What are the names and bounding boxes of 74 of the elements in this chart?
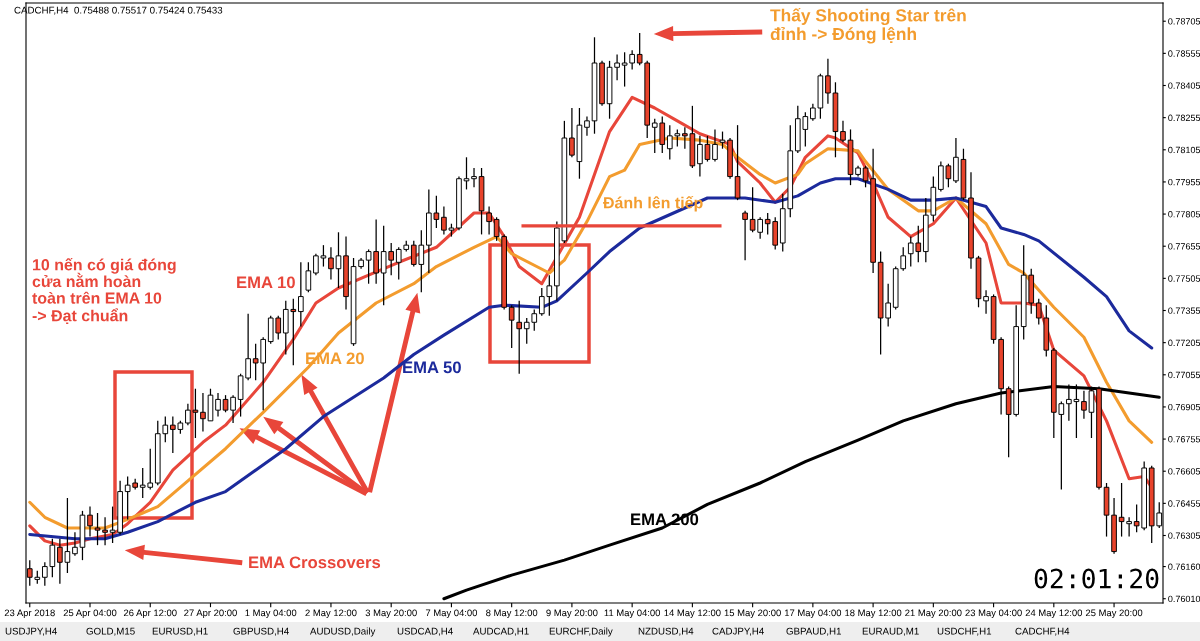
series-label: EMA 50 — [403, 361, 461, 374]
y-tick-label: 0.76455 — [1168, 500, 1200, 507]
y-tick-label: 0.77655 — [1168, 243, 1200, 250]
candlestick — [486, 205, 492, 236]
x-tick-label: 3 May 20:00 — [365, 609, 417, 619]
candlestick — [215, 392, 221, 418]
y-tick-label: 0.77955 — [1168, 178, 1200, 186]
text: GBPAUD,H1 — [786, 627, 841, 636]
text: EURAUD,M1 — [862, 627, 919, 636]
candlestick — [87, 505, 93, 538]
x-tick-label: 27 Apr 20:00 — [184, 609, 237, 619]
y-tick-label: 0.78255 — [1168, 114, 1200, 121]
candlestick — [305, 261, 312, 293]
candlestick — [712, 128, 718, 163]
x-tick-label: 25 Apr 04:00 — [63, 609, 117, 619]
text: EURCHF,Daily — [549, 627, 613, 637]
candlestick — [734, 124, 741, 201]
x-tick-label: 15 May 20:00 — [724, 609, 781, 619]
x-tick-label: 2 May 12:00 — [305, 609, 357, 619]
x-tick-label: 9 May 20:00 — [546, 609, 598, 619]
text: CADCHF,H4 — [1015, 627, 1070, 636]
annotation: 02:01:20 — [1034, 568, 1159, 589]
text: GOLD,M15 — [86, 627, 135, 636]
y-tick-label: 0.77505 — [1168, 275, 1200, 282]
x-tick-label: 8 May 12:00 — [486, 609, 538, 619]
y-tick-label: 0.78405 — [1168, 82, 1200, 89]
candlestick — [335, 231, 342, 289]
y-tick-label: 0.77355 — [1168, 307, 1200, 314]
text: CADJPY,H4 — [712, 627, 764, 636]
candlestick — [840, 120, 846, 143]
candlestick — [328, 246, 334, 281]
y-tick-label: 0.77055 — [1168, 371, 1200, 379]
y-tick-label: 0.76755 — [1168, 436, 1200, 443]
y-tick-label: 0.78555 — [1168, 50, 1200, 57]
x-tick-label: 18 May 12:00 — [845, 609, 902, 619]
y-tick-label: 0.76160 — [1168, 563, 1200, 570]
text: USDJPY,H4 — [5, 627, 57, 636]
y-tick-label: 0.78105 — [1168, 146, 1200, 154]
x-tick-label: 26 Apr 12:00 — [123, 609, 177, 619]
x-tick-label: 11 May 04:00 — [604, 609, 661, 619]
y-tick-label: 0.76905 — [1168, 403, 1200, 411]
text: AUDCAD,H1 — [473, 627, 529, 636]
text: AUDUSD,Daily — [310, 627, 376, 637]
x-tick-label: 21 May 20:00 — [905, 609, 962, 619]
y-tick-label: 0.76010 — [1168, 595, 1200, 603]
x-tick-label: 1 May 04:00 — [245, 609, 297, 619]
annotation: EMA Crossovers — [249, 556, 381, 569]
text: USDCHF,H1 — [937, 627, 992, 636]
candlestick — [508, 304, 515, 349]
y-tick-label: 0.77205 — [1168, 339, 1200, 346]
text: NZDUSD,H4 — [638, 627, 694, 636]
x-tick-label: 23 Apr 2018 — [4, 609, 55, 619]
x-tick-label: 14 May 12:00 — [664, 609, 721, 619]
candlestick — [471, 167, 477, 188]
candlestick — [298, 261, 304, 328]
candlestick — [463, 156, 470, 191]
x-tick-label: 25 May 20:00 — [1085, 609, 1143, 619]
x-tick-label: 7 May 04:00 — [425, 609, 478, 619]
text: EURUSD,H1 — [152, 627, 208, 636]
candlestick — [516, 300, 523, 375]
annotation: Thấy Shooting Star trên đỉnh -> Đóng lệnh — [770, 8, 966, 44]
candlestick — [584, 115, 590, 137]
y-tick-label: 0.78705 — [1168, 18, 1200, 25]
text: GBPUSD,H4 — [233, 627, 289, 636]
series-label: EMA 10 — [237, 276, 295, 289]
x-tick-label: 24 May 12:00 — [1025, 609, 1083, 619]
y-tick-label: 0.76305 — [1168, 532, 1200, 539]
text: USDCAD,H4 — [397, 627, 453, 636]
annotation: 10 nến có giá đóng cửa nằm hoàn toàn trên EMA 10 -> Đạt chuẩn — [32, 258, 176, 325]
y-tick-label: 0.77805 — [1168, 211, 1200, 218]
candlestick — [742, 210, 748, 261]
y-tick-label: 0.76605 — [1168, 468, 1200, 475]
x-tick-label: 17 May 04:00 — [784, 609, 842, 619]
x-tick-label: 23 May 04:00 — [965, 609, 1022, 619]
